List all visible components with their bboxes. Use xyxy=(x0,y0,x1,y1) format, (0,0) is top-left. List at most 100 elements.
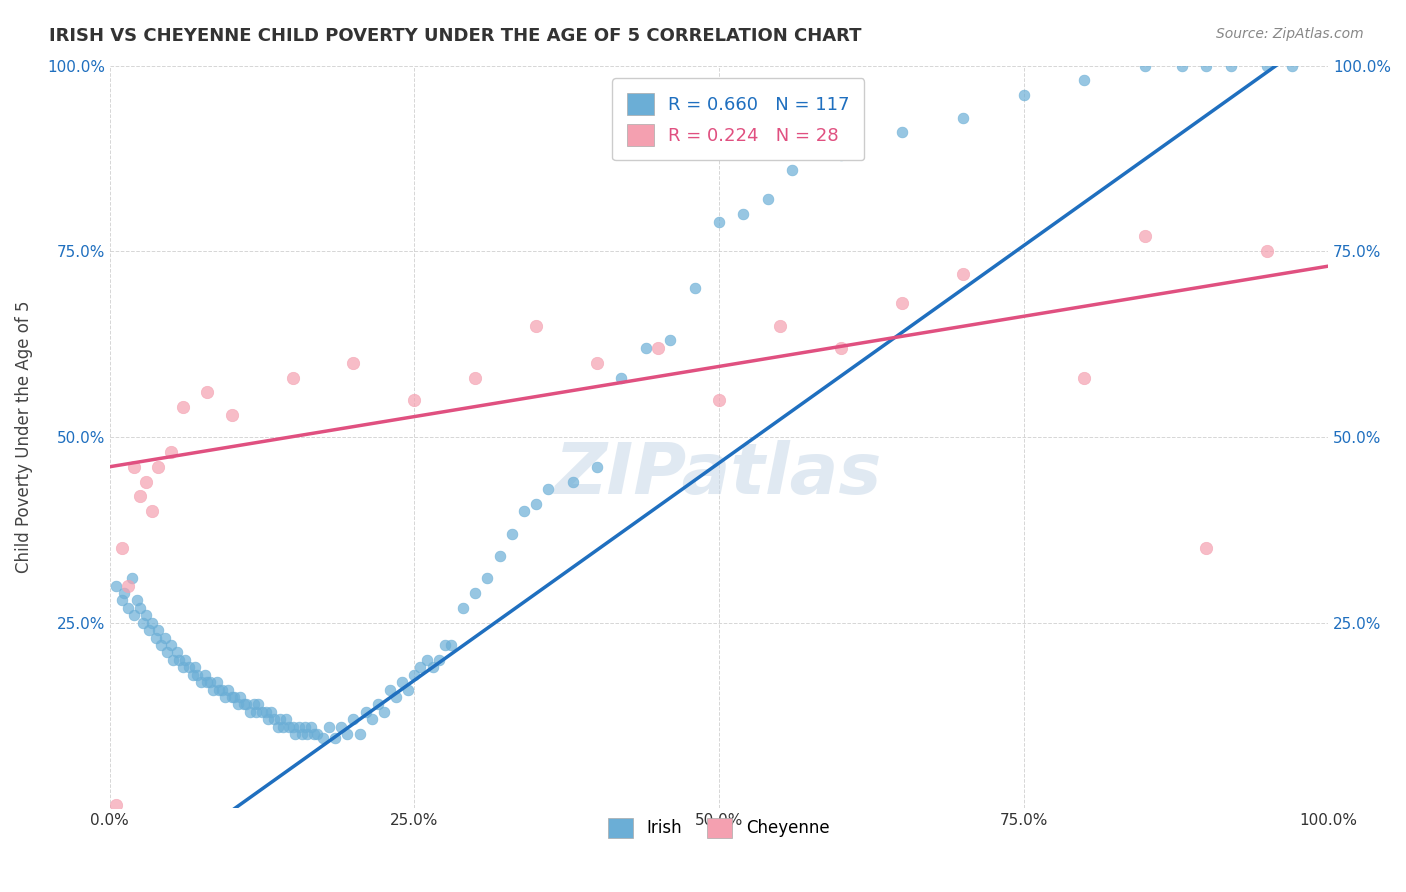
Point xyxy=(194,667,217,681)
Point xyxy=(112,586,135,600)
Point xyxy=(378,682,401,697)
Point xyxy=(250,705,273,719)
Point xyxy=(117,578,139,592)
Point xyxy=(318,720,340,734)
Point xyxy=(1012,88,1035,103)
Point xyxy=(242,698,264,712)
Point xyxy=(291,727,314,741)
Point xyxy=(501,526,523,541)
Point xyxy=(610,370,633,384)
Point xyxy=(202,682,225,697)
Point xyxy=(205,675,228,690)
Point xyxy=(269,712,291,726)
Point xyxy=(396,682,419,697)
Point xyxy=(733,207,755,221)
Point xyxy=(284,727,307,741)
Point xyxy=(634,341,657,355)
Point xyxy=(263,712,285,726)
Point xyxy=(129,490,152,504)
Point xyxy=(464,370,486,384)
Point xyxy=(440,638,463,652)
Point xyxy=(247,698,270,712)
Point xyxy=(111,541,134,556)
Point xyxy=(208,682,231,697)
Point xyxy=(148,459,170,474)
Point xyxy=(121,571,143,585)
Point xyxy=(190,675,212,690)
Point xyxy=(145,631,167,645)
Point xyxy=(111,593,134,607)
Point xyxy=(683,281,706,295)
Point xyxy=(1073,73,1095,87)
Point xyxy=(186,667,208,681)
Point xyxy=(222,690,245,704)
Point xyxy=(890,296,912,310)
Point xyxy=(305,727,328,741)
Point xyxy=(221,690,243,704)
Point xyxy=(184,660,207,674)
Point xyxy=(104,797,127,812)
Point xyxy=(195,675,218,690)
Point xyxy=(488,549,510,563)
Point xyxy=(415,653,437,667)
Point xyxy=(391,675,413,690)
Point xyxy=(148,623,170,637)
Point xyxy=(172,401,194,415)
Point xyxy=(195,385,218,400)
Point xyxy=(159,445,181,459)
Point xyxy=(952,267,974,281)
Point xyxy=(235,698,257,712)
Point xyxy=(153,631,176,645)
Y-axis label: Child Poverty Under the Age of 5: Child Poverty Under the Age of 5 xyxy=(15,301,32,574)
Point xyxy=(404,667,426,681)
Point xyxy=(138,623,160,637)
Point xyxy=(409,660,432,674)
Point xyxy=(586,459,609,474)
Point xyxy=(281,370,304,384)
Point xyxy=(211,682,233,697)
Point xyxy=(1219,59,1241,73)
Point xyxy=(830,147,852,161)
Point xyxy=(214,690,236,704)
Point xyxy=(373,705,395,719)
Point xyxy=(271,720,294,734)
Point xyxy=(451,600,474,615)
Point xyxy=(254,705,277,719)
Text: Source: ZipAtlas.com: Source: ZipAtlas.com xyxy=(1216,27,1364,41)
Point xyxy=(267,720,290,734)
Point xyxy=(217,682,239,697)
Point xyxy=(1195,59,1218,73)
Point xyxy=(245,705,267,719)
Point xyxy=(404,392,426,407)
Point xyxy=(1195,541,1218,556)
Point xyxy=(1281,59,1303,73)
Point xyxy=(122,608,145,623)
Point xyxy=(952,111,974,125)
Point xyxy=(125,593,148,607)
Point xyxy=(524,318,547,333)
Point xyxy=(1073,370,1095,384)
Point xyxy=(294,720,316,734)
Point xyxy=(229,690,252,704)
Point xyxy=(330,720,353,734)
Point xyxy=(141,615,163,630)
Point xyxy=(295,727,318,741)
Point xyxy=(464,586,486,600)
Point xyxy=(239,705,262,719)
Point xyxy=(276,712,298,726)
Point xyxy=(141,504,163,518)
Point xyxy=(354,705,377,719)
Point xyxy=(659,334,682,348)
Point xyxy=(433,638,456,652)
Point xyxy=(129,600,152,615)
Point xyxy=(312,731,335,745)
Point xyxy=(135,475,157,489)
Point xyxy=(226,698,249,712)
Point xyxy=(349,727,371,741)
Point xyxy=(1256,244,1278,259)
Point xyxy=(299,720,322,734)
Point xyxy=(647,341,669,355)
Point xyxy=(342,356,364,370)
Legend: Irish, Cheyenne: Irish, Cheyenne xyxy=(602,811,837,845)
Point xyxy=(830,341,852,355)
